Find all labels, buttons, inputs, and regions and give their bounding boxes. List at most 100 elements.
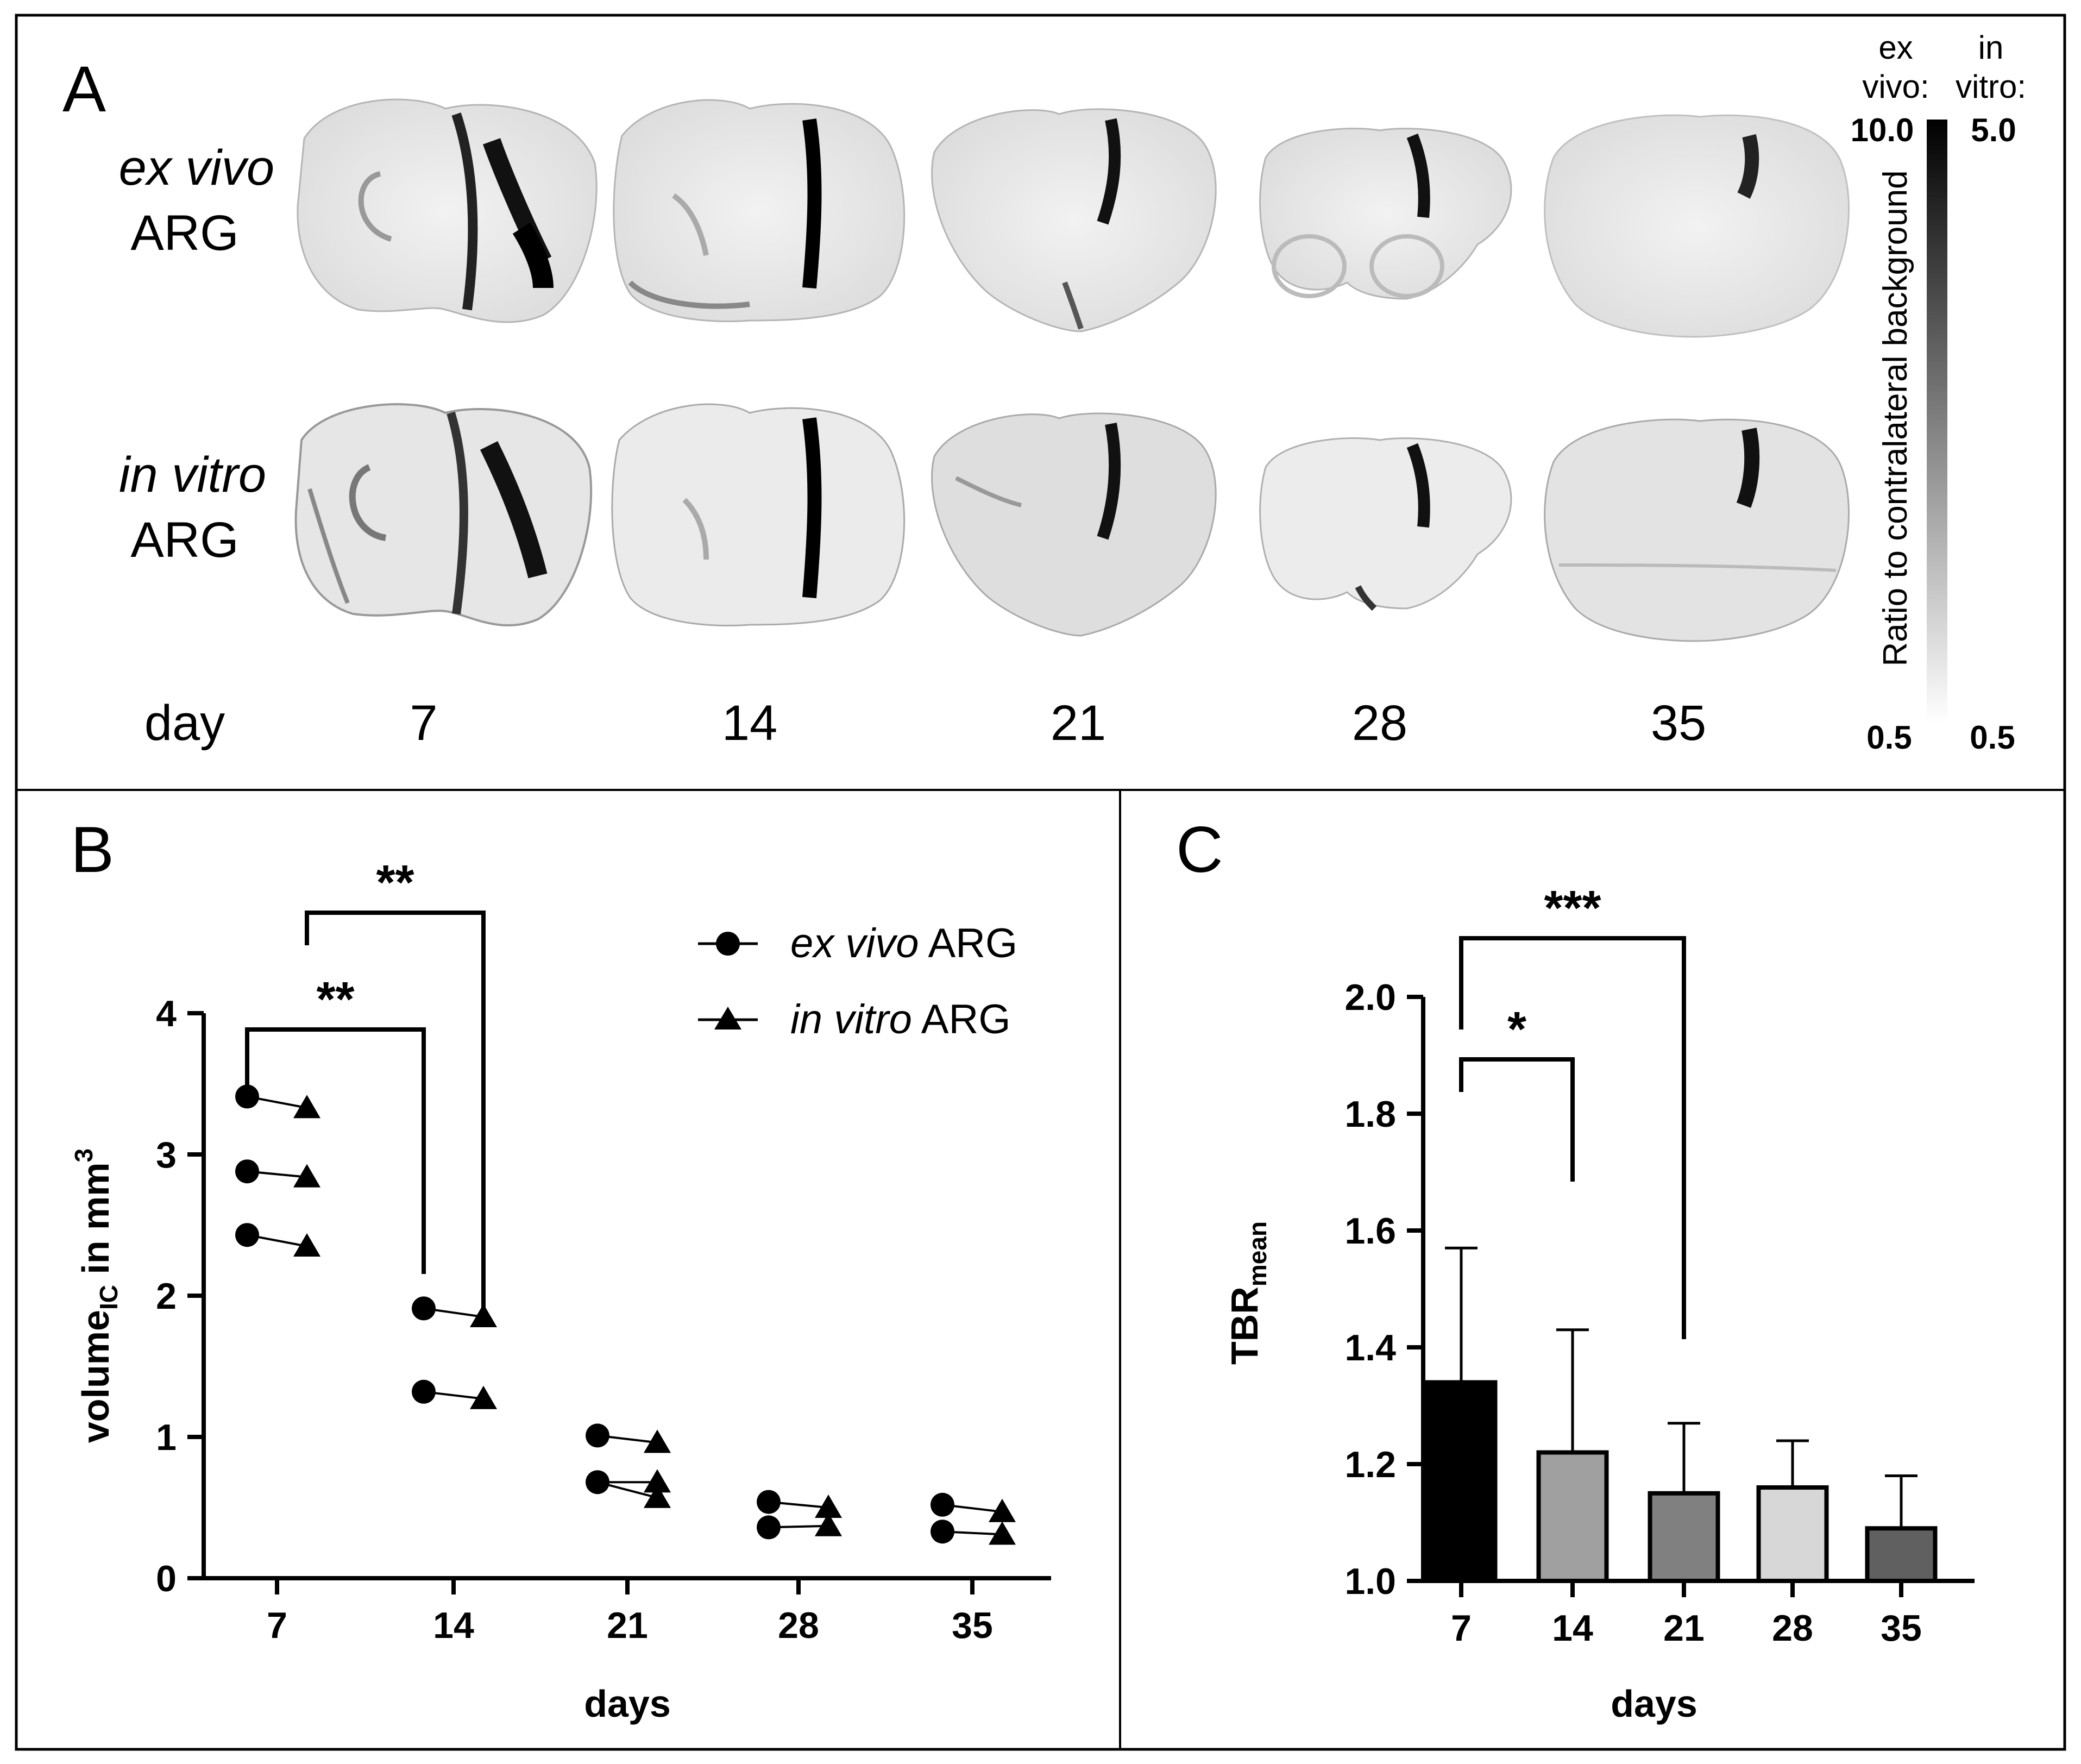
legend-marker-triangle [714, 1007, 741, 1029]
panel-c-y-tick-label: 1.2 [1344, 1444, 1396, 1485]
panel-b-point-in-vitro [815, 1512, 842, 1536]
panel-b-x-tick-label: 21 [607, 1605, 648, 1646]
panel-c-x-axis-label: days [1611, 1683, 1698, 1725]
panel-b-x-tick-label: 7 [267, 1605, 287, 1646]
brain-image-ex-vivo-day35 [1544, 114, 1850, 338]
panel-b-y-tick-label: 2 [156, 1276, 177, 1317]
panel-b-significance-label: ** [376, 856, 414, 910]
figure-frame [15, 14, 2066, 1751]
panel-b-x-tick-label: 14 [433, 1605, 474, 1646]
panel-c-y-tick-label: 1.8 [1344, 1094, 1396, 1135]
panel-b-point-ex-vivo [235, 1159, 259, 1184]
panel-c-significance-label: *** [1544, 881, 1601, 936]
panel-c-y-tick-label: 1.0 [1344, 1561, 1396, 1602]
brain-image-in-vitro-day21 [931, 412, 1217, 637]
panel-b-point-ex-vivo [757, 1515, 781, 1540]
panel-c-bar [1425, 1380, 1498, 1583]
panel-b-x-axis-label: days [584, 1683, 671, 1725]
panel-b-significance-bracket [305, 911, 486, 1309]
panel-b-point-in-vitro [644, 1484, 671, 1508]
day-label-14: 14 [722, 695, 777, 751]
panel-b-point-ex-vivo [586, 1423, 609, 1448]
panel-c-y-axis-label: TBRmean [1223, 1221, 1272, 1365]
panel-b-marks [235, 1084, 1016, 1545]
panel-b-y-tick-label: 0 [156, 1558, 177, 1599]
panel-b-point-ex-vivo [412, 1379, 436, 1404]
panel-b-letter: B [71, 813, 114, 886]
panel-c-significance-bracket [1459, 936, 1686, 1339]
panel-a-letter: A [62, 53, 106, 125]
brain-image-ex-vivo-day14 [613, 99, 906, 323]
panel-b-point-ex-vivo [931, 1492, 954, 1517]
legend-marker-circle [716, 932, 740, 956]
panel-c-significance: **** [1459, 881, 1686, 1339]
brain-image-in-vitro-day28 [1259, 437, 1512, 611]
panel-b-y-tick-label: 4 [156, 993, 177, 1034]
panel-b-point-in-vitro [644, 1469, 671, 1493]
row-label-in-vitro-arg: ARG [130, 512, 238, 568]
row-label-ex-vivo-arg: ARG [130, 205, 238, 261]
panel-b-y-tick-label: 1 [156, 1417, 177, 1458]
panel-b-point-in-vitro [989, 1498, 1016, 1522]
panel-b-y-axis-label: volumeIC in mm3 [70, 1148, 123, 1443]
panel-c-y-tick-label: 1.6 [1344, 1210, 1396, 1252]
panel-c-significance-label: * [1507, 1002, 1526, 1057]
panel-c-bar [1756, 1485, 1829, 1583]
panel-b-x-tick-label: 28 [778, 1605, 819, 1646]
panel-c-y-tick-label: 1.4 [1344, 1327, 1396, 1368]
colorbar: ex vivo: in vitro: 10.0 5.0 Ratio to con… [1851, 29, 2026, 756]
colorbar-in-vitro-min: 0.5 [1970, 719, 2015, 756]
colorbar-in-vitro-max: 5.0 [1971, 112, 2016, 148]
panel-c-x-tick-label: 14 [1552, 1608, 1593, 1649]
panel-b-point-in-vitro [644, 1429, 671, 1453]
panel-c-x-tick-label: 28 [1772, 1608, 1813, 1649]
panel-b-x-tick-label: 35 [952, 1605, 993, 1646]
panel-b-point-in-vitro [293, 1164, 320, 1188]
panel-b-ticks: 0 1 2 3 4 7 14 21 28 35 [156, 993, 993, 1646]
colorbar-in-vitro-label-1: in [1978, 29, 2004, 66]
day-label-28: 28 [1352, 695, 1407, 751]
panel-b-point-in-vitro [470, 1304, 497, 1327]
panel-b-point-in-vitro [470, 1385, 497, 1409]
panel-c-letter: C [1176, 813, 1223, 886]
panel-b-point-in-vitro [989, 1521, 1016, 1545]
panel-b-significance: ** ** [245, 856, 486, 1309]
day-label-7: 7 [410, 695, 437, 751]
day-label-21: 21 [1051, 695, 1106, 751]
panel-c-ticks: 1.0 1.2 1.4 1.6 1.8 2.0 7 14 21 28 35 [1344, 977, 1921, 1649]
panel-b-point-ex-vivo [931, 1520, 954, 1544]
colorbar-ex-vivo-label-2: vivo: [1862, 68, 1929, 105]
colorbar-title: Ratio to contralateral background [1877, 170, 1914, 666]
brain-image-ex-vivo-day7 [297, 98, 598, 323]
panel-b-significance-bracket [245, 1027, 426, 1274]
panel-b-point-ex-vivo [757, 1490, 781, 1514]
brain-image-ex-vivo-day21 [931, 108, 1217, 332]
colorbar-ex-vivo-min: 0.5 [1866, 719, 1912, 756]
panel-c-bar [1865, 1526, 1938, 1583]
panel-c-y-tick-label: 2.0 [1344, 977, 1396, 1018]
brain-image-in-vitro-day14 [611, 403, 906, 627]
panel-c-x-tick-label: 35 [1881, 1608, 1922, 1649]
brain-image-in-vitro-day35 [1544, 418, 1850, 642]
panel-b-point-in-vitro [293, 1233, 320, 1257]
panel-c-x-tick-label: 21 [1663, 1608, 1705, 1649]
legend-label-in-vitro: in vitro ARG [790, 996, 1010, 1043]
panel-b-legend: ex vivo ARG in vitro ARG [698, 920, 1017, 1043]
brain-image-ex-vivo-day28 [1259, 128, 1512, 300]
colorbar-ex-vivo-max: 10.0 [1851, 112, 1914, 148]
panel-c-x-tick-label: 7 [1451, 1608, 1472, 1649]
day-label-35: 35 [1651, 695, 1706, 751]
colorbar-gradient [1927, 120, 1947, 723]
panel-b-point-in-vitro [293, 1095, 320, 1119]
colorbar-ex-vivo-label-1: ex [1878, 29, 1913, 66]
row-label-in-vitro: in vitro [119, 447, 266, 503]
panel-c-significance-bracket [1459, 1057, 1575, 1182]
panel-c: C days TBRmean 1.0 1.2 1.4 1.6 1.8 2.0 7 14 21 28… [1176, 813, 1975, 1725]
colorbar-in-vitro-label-2: vitro: [1956, 68, 2026, 105]
panel-b-point-ex-vivo [586, 1470, 609, 1495]
panel-b-point-in-vitro [815, 1495, 842, 1518]
panel-c-bar [1536, 1450, 1609, 1583]
panel-b-point-ex-vivo [235, 1223, 259, 1247]
panel-a: A ex vivo ARG in vitro ARG [62, 29, 2026, 756]
